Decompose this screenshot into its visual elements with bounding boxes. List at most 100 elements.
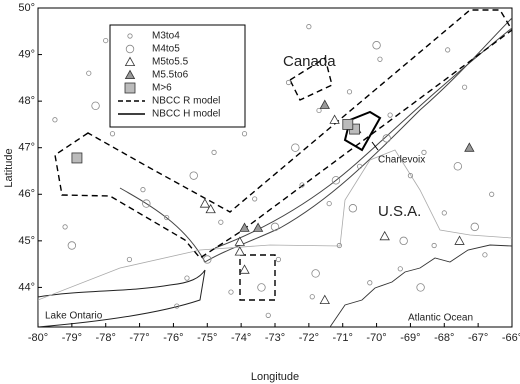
event-marker bbox=[126, 256, 133, 263]
event-marker bbox=[124, 69, 136, 79]
event-marker bbox=[482, 252, 488, 258]
event-marker bbox=[382, 134, 391, 143]
event-marker bbox=[399, 236, 408, 246]
legend: M3to4 M4to5 M5to5.5 M5.5to6 M>6 NBCC R model N… bbox=[109, 24, 246, 128]
place-label: U.S.A. bbox=[378, 203, 421, 220]
nbcc-r-zone bbox=[239, 254, 276, 301]
x-tick-label: -80° bbox=[28, 332, 48, 344]
event-marker bbox=[454, 235, 465, 245]
place-label: Atlantic Ocean bbox=[408, 313, 473, 324]
event-marker bbox=[124, 56, 136, 66]
event-marker bbox=[199, 198, 211, 208]
x-tick-label: -71° bbox=[333, 332, 353, 344]
y-tick-label: 46° bbox=[18, 188, 35, 200]
event-marker bbox=[270, 222, 280, 232]
x-tick-label: -66° bbox=[502, 332, 520, 344]
event-marker bbox=[241, 131, 248, 137]
event-marker bbox=[174, 303, 180, 309]
event-marker bbox=[184, 275, 190, 281]
event-marker bbox=[299, 182, 305, 188]
event-marker bbox=[387, 112, 393, 118]
x-tick-label: -70° bbox=[366, 332, 386, 344]
event-marker bbox=[67, 241, 77, 250]
event-marker bbox=[103, 37, 109, 44]
event-marker bbox=[309, 294, 315, 300]
legend-label: M4to5 bbox=[152, 44, 180, 55]
lake-ontario bbox=[38, 269, 206, 327]
event-marker bbox=[348, 204, 358, 213]
place-label: Charlevoix bbox=[378, 155, 425, 166]
event-marker bbox=[234, 236, 245, 246]
legend-label: NBCC R model bbox=[152, 96, 220, 107]
event-marker bbox=[416, 283, 425, 292]
x-tick-label: -73° bbox=[265, 332, 285, 344]
event-marker bbox=[407, 173, 414, 179]
event-marker bbox=[319, 99, 330, 109]
legend-label: M5.5to6 bbox=[152, 70, 189, 81]
event-marker bbox=[234, 246, 245, 256]
x-tick-label: -79° bbox=[62, 332, 82, 344]
event-marker bbox=[367, 280, 373, 286]
x-tick-label: -67° bbox=[468, 332, 488, 344]
event-marker bbox=[470, 222, 479, 232]
event-marker bbox=[86, 70, 92, 76]
charlevoix-arrow bbox=[371, 141, 379, 151]
event-marker bbox=[109, 131, 116, 137]
place-label: Lake Ontario bbox=[45, 311, 103, 322]
event-marker bbox=[127, 33, 133, 39]
event-marker bbox=[211, 149, 217, 155]
event-marker bbox=[125, 44, 135, 54]
event-marker bbox=[316, 107, 322, 114]
x-tick-label: -76° bbox=[163, 332, 183, 344]
x-tick-label: -74° bbox=[231, 332, 251, 344]
event-marker bbox=[189, 171, 198, 180]
y-axis-label: Latitude bbox=[3, 148, 15, 187]
map-frame bbox=[37, 7, 513, 328]
y-tick-label: 48° bbox=[18, 95, 35, 107]
event-marker bbox=[228, 289, 234, 295]
border bbox=[38, 149, 512, 301]
events bbox=[52, 24, 495, 318]
event-marker bbox=[311, 269, 320, 278]
event-marker bbox=[71, 152, 83, 164]
y-tick-label: 45° bbox=[18, 235, 35, 247]
x-axis-label: Longitude bbox=[251, 371, 299, 383]
x-tick-label: -78° bbox=[96, 332, 116, 344]
event-marker bbox=[464, 142, 475, 152]
event-marker bbox=[218, 219, 224, 225]
event-marker bbox=[257, 283, 266, 292]
event-marker bbox=[445, 47, 451, 53]
x-tick-label: -69° bbox=[400, 332, 420, 344]
event-marker bbox=[203, 255, 212, 264]
event-marker bbox=[377, 56, 383, 62]
event-marker bbox=[252, 222, 264, 232]
event-marker bbox=[453, 162, 463, 171]
event-marker bbox=[342, 119, 354, 130]
event-marker bbox=[239, 264, 250, 274]
event-marker bbox=[357, 163, 363, 169]
x-tick-label: -77° bbox=[129, 332, 149, 344]
event-marker bbox=[441, 210, 447, 216]
x-tick-label: -72° bbox=[299, 332, 319, 344]
y-tick-label: 50° bbox=[18, 2, 35, 14]
event-marker bbox=[331, 176, 341, 185]
event-marker bbox=[285, 79, 292, 86]
y-tick-label: 44° bbox=[18, 281, 35, 293]
event-marker bbox=[265, 312, 271, 318]
event-marker bbox=[397, 266, 403, 272]
legend-label: M3to4 bbox=[152, 31, 180, 42]
event-marker bbox=[291, 143, 300, 152]
event-marker bbox=[431, 242, 437, 249]
event-marker bbox=[489, 191, 495, 197]
legend-label: M>6 bbox=[152, 83, 172, 94]
y-tick-label: 47° bbox=[18, 142, 35, 154]
event-marker bbox=[52, 117, 58, 123]
event-marker bbox=[164, 214, 170, 221]
event-marker bbox=[346, 89, 353, 95]
event-marker bbox=[372, 41, 381, 50]
event-marker bbox=[326, 200, 332, 207]
event-marker bbox=[124, 82, 136, 94]
event-marker bbox=[329, 114, 340, 124]
event-marker bbox=[461, 84, 468, 90]
event-marker bbox=[319, 294, 330, 304]
